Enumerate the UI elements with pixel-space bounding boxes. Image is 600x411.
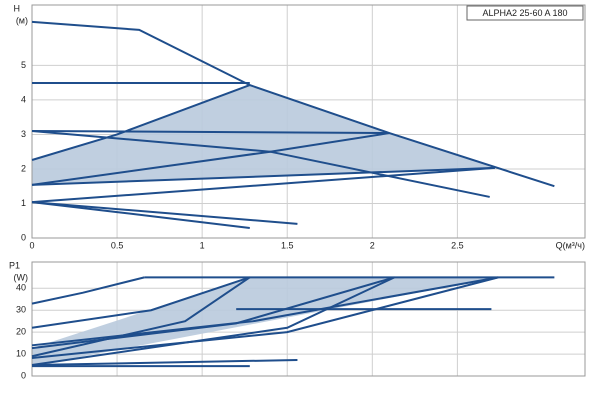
y-tick-label: 4 bbox=[21, 94, 26, 104]
x-axis-label: Q(м³/ч) bbox=[556, 240, 585, 250]
plot-frame bbox=[31, 4, 586, 239]
x-tick-label: 2 bbox=[370, 240, 375, 250]
y-axis-unit: (W) bbox=[14, 272, 29, 282]
curve bbox=[31, 276, 251, 329]
curve bbox=[31, 201, 298, 225]
x-tick-label: 1 bbox=[200, 240, 205, 250]
y-axis-label: H bbox=[14, 3, 21, 13]
curve bbox=[31, 276, 145, 305]
x-tick-label: 0.5 bbox=[111, 240, 124, 250]
y-tick-label: 30 bbox=[16, 305, 26, 315]
y-tick-label: 1 bbox=[21, 198, 26, 208]
curve bbox=[31, 276, 395, 367]
y-tick-label: 40 bbox=[16, 283, 26, 293]
curve bbox=[31, 166, 495, 186]
operating-area bbox=[32, 277, 499, 367]
y-axis-label: P1 bbox=[9, 260, 20, 270]
y-tick-label: 2 bbox=[21, 163, 26, 173]
curve bbox=[31, 201, 250, 229]
curve bbox=[31, 132, 390, 186]
title-box bbox=[466, 5, 584, 21]
x-tick-label: 0 bbox=[29, 240, 34, 250]
y-tick-label: 5 bbox=[21, 60, 26, 70]
curve bbox=[31, 358, 298, 367]
y-tick-label: 20 bbox=[16, 327, 26, 337]
y-tick-label: 0 bbox=[21, 370, 26, 380]
y-tick-label: 3 bbox=[21, 129, 26, 139]
curve bbox=[31, 84, 251, 161]
plot-frame bbox=[31, 261, 586, 377]
chart-title: ALPHA2 25-60 A 180 bbox=[482, 8, 567, 18]
y-axis-unit: (м) bbox=[16, 15, 28, 25]
x-tick-label: 1.5 bbox=[281, 240, 294, 250]
y-tick-label: 0 bbox=[21, 232, 26, 242]
curve bbox=[31, 166, 495, 204]
operating-area bbox=[32, 85, 495, 185]
y-tick-label: 10 bbox=[16, 348, 26, 358]
x-tick-label: 2.5 bbox=[451, 240, 464, 250]
curve bbox=[31, 276, 499, 347]
curve bbox=[31, 276, 499, 360]
curve bbox=[31, 276, 251, 358]
curve bbox=[31, 129, 390, 135]
curve bbox=[31, 20, 555, 188]
